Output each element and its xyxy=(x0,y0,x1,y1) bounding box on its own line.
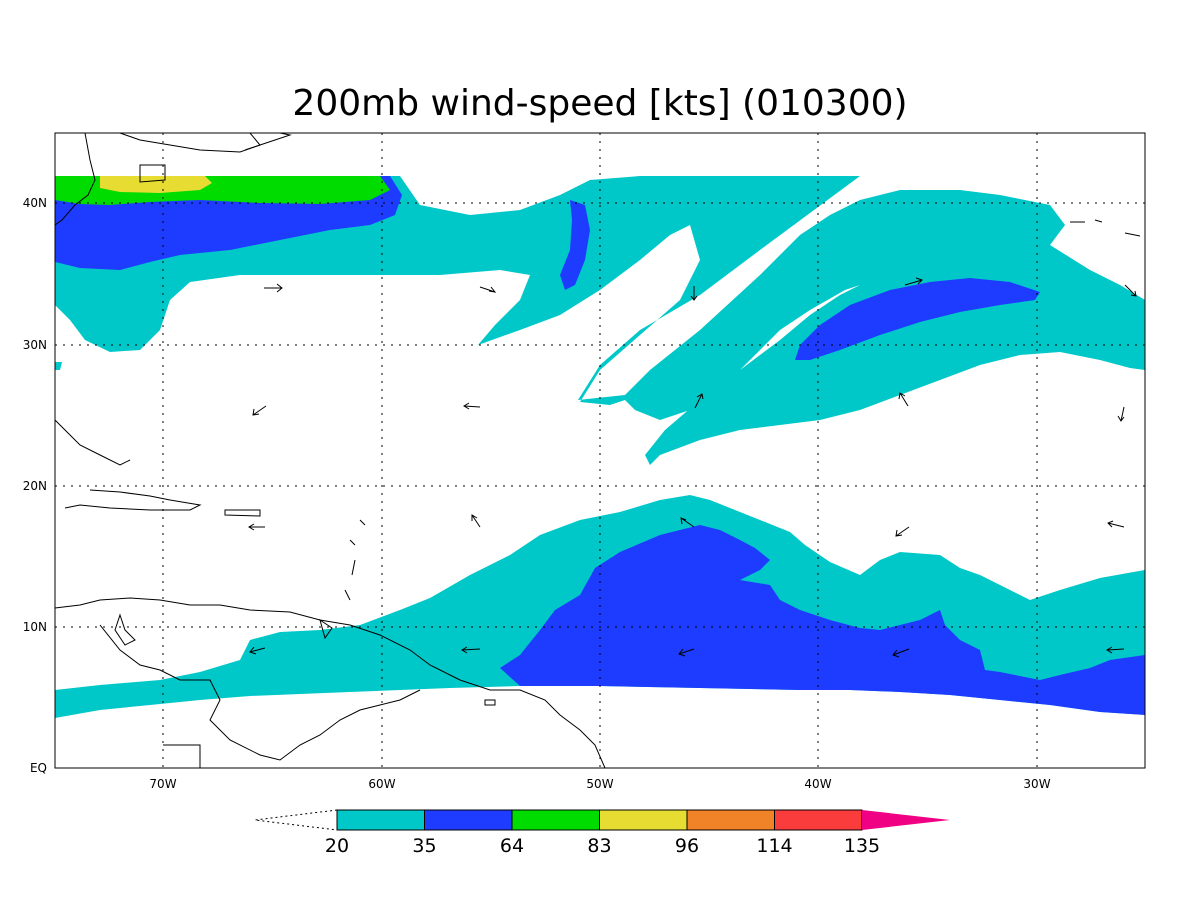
wind-arrow xyxy=(678,648,695,657)
lat-tick-label: 20N xyxy=(23,479,47,493)
colorbar-swatch xyxy=(599,809,688,831)
wind-arrow xyxy=(252,405,267,416)
wind-arrow xyxy=(463,402,481,410)
colorbar-swatch xyxy=(336,809,425,831)
wind-arrow xyxy=(904,277,923,286)
coastlines xyxy=(55,133,1141,768)
colorbar-label: 83 xyxy=(587,835,611,857)
lat-tick-label: 10N xyxy=(23,620,47,634)
colorbar-label: 20 xyxy=(325,835,349,857)
wind-arrow xyxy=(1124,284,1137,297)
colorbar-swatch xyxy=(424,809,513,831)
colorbar-swatch xyxy=(774,809,863,831)
wind-arrow xyxy=(479,286,497,293)
colorbar-swatch xyxy=(686,809,775,831)
wind-arrow xyxy=(461,646,481,654)
lon-axis-labels: 70W 60W 50W 40W 30W xyxy=(149,777,1050,791)
wind-arrow xyxy=(895,526,910,537)
colorbar: 20 35 64 83 96 114 135 xyxy=(254,809,950,857)
colorbar-label: 96 xyxy=(675,835,699,857)
lon-tick-label: 70W xyxy=(149,777,176,791)
wind-arrow xyxy=(694,393,704,409)
colorbar-swatch xyxy=(511,809,600,831)
lon-tick-label: 60W xyxy=(368,777,395,791)
contour-tropical-core xyxy=(500,525,1145,715)
contour-west-edge xyxy=(55,362,62,370)
wind-arrow xyxy=(1117,406,1125,422)
wind-arrow xyxy=(690,286,698,301)
wind-arrow xyxy=(1106,646,1125,654)
colorbar-labels: 20 35 64 83 96 114 135 xyxy=(325,835,880,857)
wind-arrow xyxy=(1107,520,1125,528)
lat-tick-label: 30N xyxy=(23,338,47,352)
gridlines xyxy=(55,133,1145,768)
wind-arrow xyxy=(680,517,695,528)
plot-frame xyxy=(54,132,1146,769)
lon-tick-label: 30W xyxy=(1023,777,1050,791)
colorbar-high-triangle xyxy=(862,810,950,830)
plot-area xyxy=(55,133,1145,768)
lon-tick-label: 50W xyxy=(586,777,613,791)
wind-arrow xyxy=(264,283,283,293)
lon-tick-label: 40W xyxy=(804,777,831,791)
wind-arrow xyxy=(249,646,266,655)
contour-spur xyxy=(560,200,590,290)
wind-arrow xyxy=(898,392,909,407)
lat-tick-label: 40N xyxy=(23,196,47,210)
map-title: 200mb wind-speed [kts] (010300) xyxy=(292,83,907,124)
colorbar-low-triangle xyxy=(254,809,338,831)
colorbar-label: 64 xyxy=(500,835,524,857)
colorbar-label: 114 xyxy=(756,835,792,857)
lat-axis-labels: EQ 10N 20N 30N 40N xyxy=(23,196,47,775)
colorbar-label: 135 xyxy=(844,835,880,857)
contour-northeast-core xyxy=(795,278,1040,360)
wind-vectors xyxy=(248,277,1137,658)
lat-tick-label: EQ xyxy=(30,761,47,775)
wind-band-83-96 xyxy=(100,176,212,193)
contour-north-jet xyxy=(55,176,1145,465)
colorbar-swatches xyxy=(336,809,950,831)
wind-arrow xyxy=(471,514,481,528)
colorbar-label: 35 xyxy=(412,835,436,857)
wind-arrow xyxy=(892,648,910,658)
wind-arrow xyxy=(248,523,265,531)
